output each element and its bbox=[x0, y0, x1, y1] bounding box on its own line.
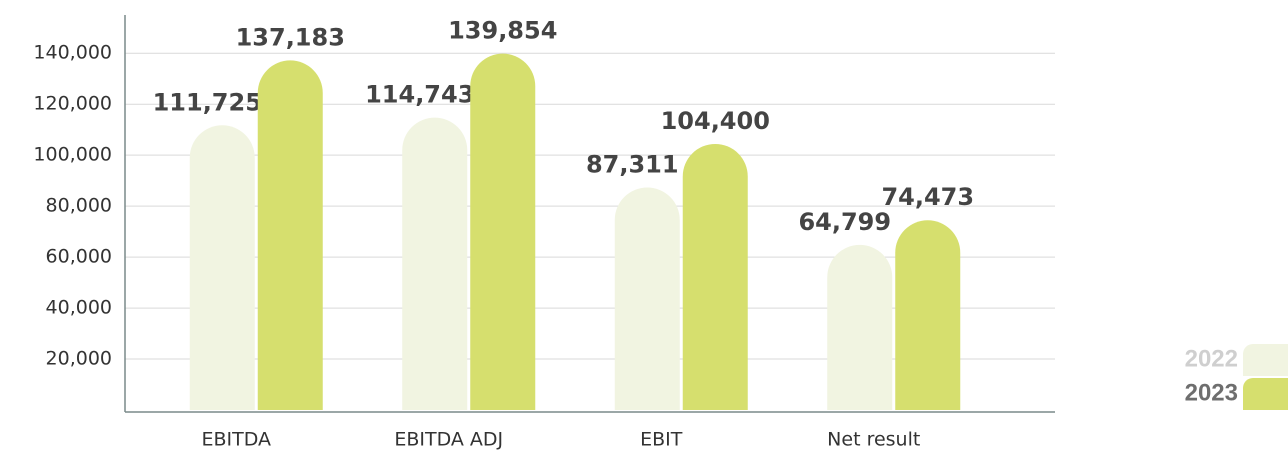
x-tick-label: Net result bbox=[827, 429, 920, 451]
y-tick-label: 60,000 bbox=[46, 246, 112, 268]
legend-label: 2023 bbox=[1185, 379, 1238, 406]
y-tick-label: 20,000 bbox=[46, 348, 112, 370]
bar bbox=[682, 143, 748, 411]
y-tick-label: 140,000 bbox=[33, 42, 112, 64]
x-tick-label: EBITDA ADJ bbox=[394, 429, 503, 451]
value-label: 114,743 bbox=[365, 81, 474, 109]
bar bbox=[895, 220, 961, 410]
y-tick-label: 100,000 bbox=[33, 144, 112, 166]
legend-label: 2022 bbox=[1185, 345, 1238, 372]
bar bbox=[470, 53, 536, 410]
bar bbox=[614, 187, 680, 410]
y-tick-label: 120,000 bbox=[33, 93, 112, 115]
x-tick-label: EBIT bbox=[640, 429, 683, 451]
bar bbox=[257, 60, 323, 410]
value-label: 74,473 bbox=[881, 183, 974, 211]
bar bbox=[402, 117, 468, 410]
bar bbox=[827, 244, 893, 410]
value-label: 87,311 bbox=[586, 150, 679, 178]
legend-swatch bbox=[1243, 344, 1288, 376]
y-tick-label: 80,000 bbox=[46, 195, 112, 217]
y-tick-label: 40,000 bbox=[46, 297, 112, 319]
bar bbox=[189, 125, 255, 411]
value-label: 104,400 bbox=[661, 107, 770, 135]
value-label: 137,183 bbox=[236, 23, 345, 51]
value-label: 111,725 bbox=[153, 88, 262, 116]
value-label: 64,799 bbox=[798, 208, 891, 236]
x-tick-label: EBITDA bbox=[201, 429, 271, 451]
legend-swatch bbox=[1243, 378, 1288, 410]
value-label: 139,854 bbox=[448, 17, 557, 45]
